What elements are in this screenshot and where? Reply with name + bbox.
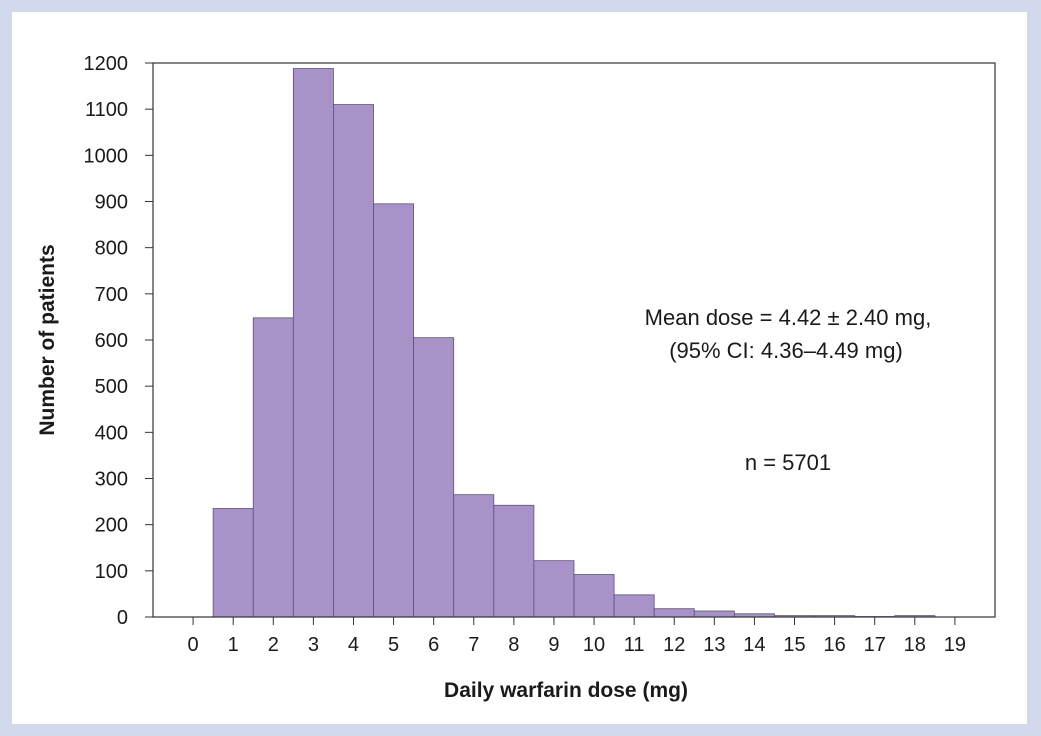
x-tick-label: 9 <box>548 634 559 656</box>
x-tick-label: 13 <box>703 634 725 656</box>
bar-dose-7 <box>453 494 495 618</box>
y-tick-label: 400 <box>95 422 128 444</box>
y-tick-label: 200 <box>95 515 128 537</box>
bar-dose-4 <box>333 104 374 618</box>
bar-dose-1 <box>212 508 254 618</box>
x-tick-label: 15 <box>783 634 805 656</box>
x-tick-label: 2 <box>268 634 279 656</box>
bar-dose-11 <box>613 594 655 618</box>
y-axis: 0 100 200 300 400 500 600 700 800 900 1000 1100 1200 <box>84 53 153 629</box>
x-axis-title: Daily warfarin dose (mg) <box>444 679 688 702</box>
annotation-confidence-interval: (95% CI: 4.36–4.49 mg) <box>669 338 903 363</box>
bar-dose-6 <box>413 337 455 618</box>
bar-dose-10 <box>573 574 615 618</box>
bar-dose-13 <box>693 610 735 618</box>
y-tick-label: 0 <box>117 607 128 629</box>
y-tick-label: 600 <box>95 330 128 352</box>
y-tick-label: 1000 <box>84 145 129 167</box>
annotation-mean-dose: Mean dose = 4.42 ± 2.40 mg, <box>645 305 932 330</box>
y-tick-label: 500 <box>95 376 128 398</box>
y-tick-label: 1100 <box>85 99 128 121</box>
bar-dose-12 <box>653 608 695 618</box>
x-tick-label: 4 <box>348 634 359 656</box>
bar-dose-9 <box>533 560 575 618</box>
x-tick-label: 0 <box>188 634 199 656</box>
x-tick-label: 1 <box>228 634 239 656</box>
bar-dose-3 <box>292 68 334 618</box>
annotation-sample-size: n = 5701 <box>745 450 831 475</box>
x-tick-label: 3 <box>308 634 319 656</box>
y-tick-label: 100 <box>95 561 128 583</box>
x-tick-label: 6 <box>428 634 439 656</box>
x-tick-label: 12 <box>663 634 685 656</box>
x-tick-label: 14 <box>743 634 765 656</box>
x-tick-label: 17 <box>864 634 886 656</box>
y-tick-label: 300 <box>95 469 128 491</box>
x-tick-label: 16 <box>823 634 845 656</box>
x-tick-label: 8 <box>508 634 519 656</box>
bar-dose-5 <box>373 203 415 618</box>
bars-layer <box>212 68 936 618</box>
y-tick-label: 800 <box>95 238 128 260</box>
x-tick-label: 7 <box>468 634 479 656</box>
y-tick-label: 900 <box>95 192 128 214</box>
x-tick-label: 10 <box>583 634 605 656</box>
x-tick-label: 5 <box>388 634 399 656</box>
x-tick-label: 18 <box>904 634 926 656</box>
x-tick-label: 19 <box>944 634 966 656</box>
x-tick-label: 11 <box>624 634 645 656</box>
y-tick-label: 700 <box>95 284 128 306</box>
bar-dose-2 <box>252 317 294 618</box>
bar-dose-8 <box>493 504 535 618</box>
x-axis: 0 1 2 3 4 5 6 7 8 9 10 11 12 13 14 15 16 17 18 19 <box>188 617 966 656</box>
y-tick-label: 1200 <box>84 53 129 75</box>
y-axis-title: Number of patients <box>36 244 59 435</box>
